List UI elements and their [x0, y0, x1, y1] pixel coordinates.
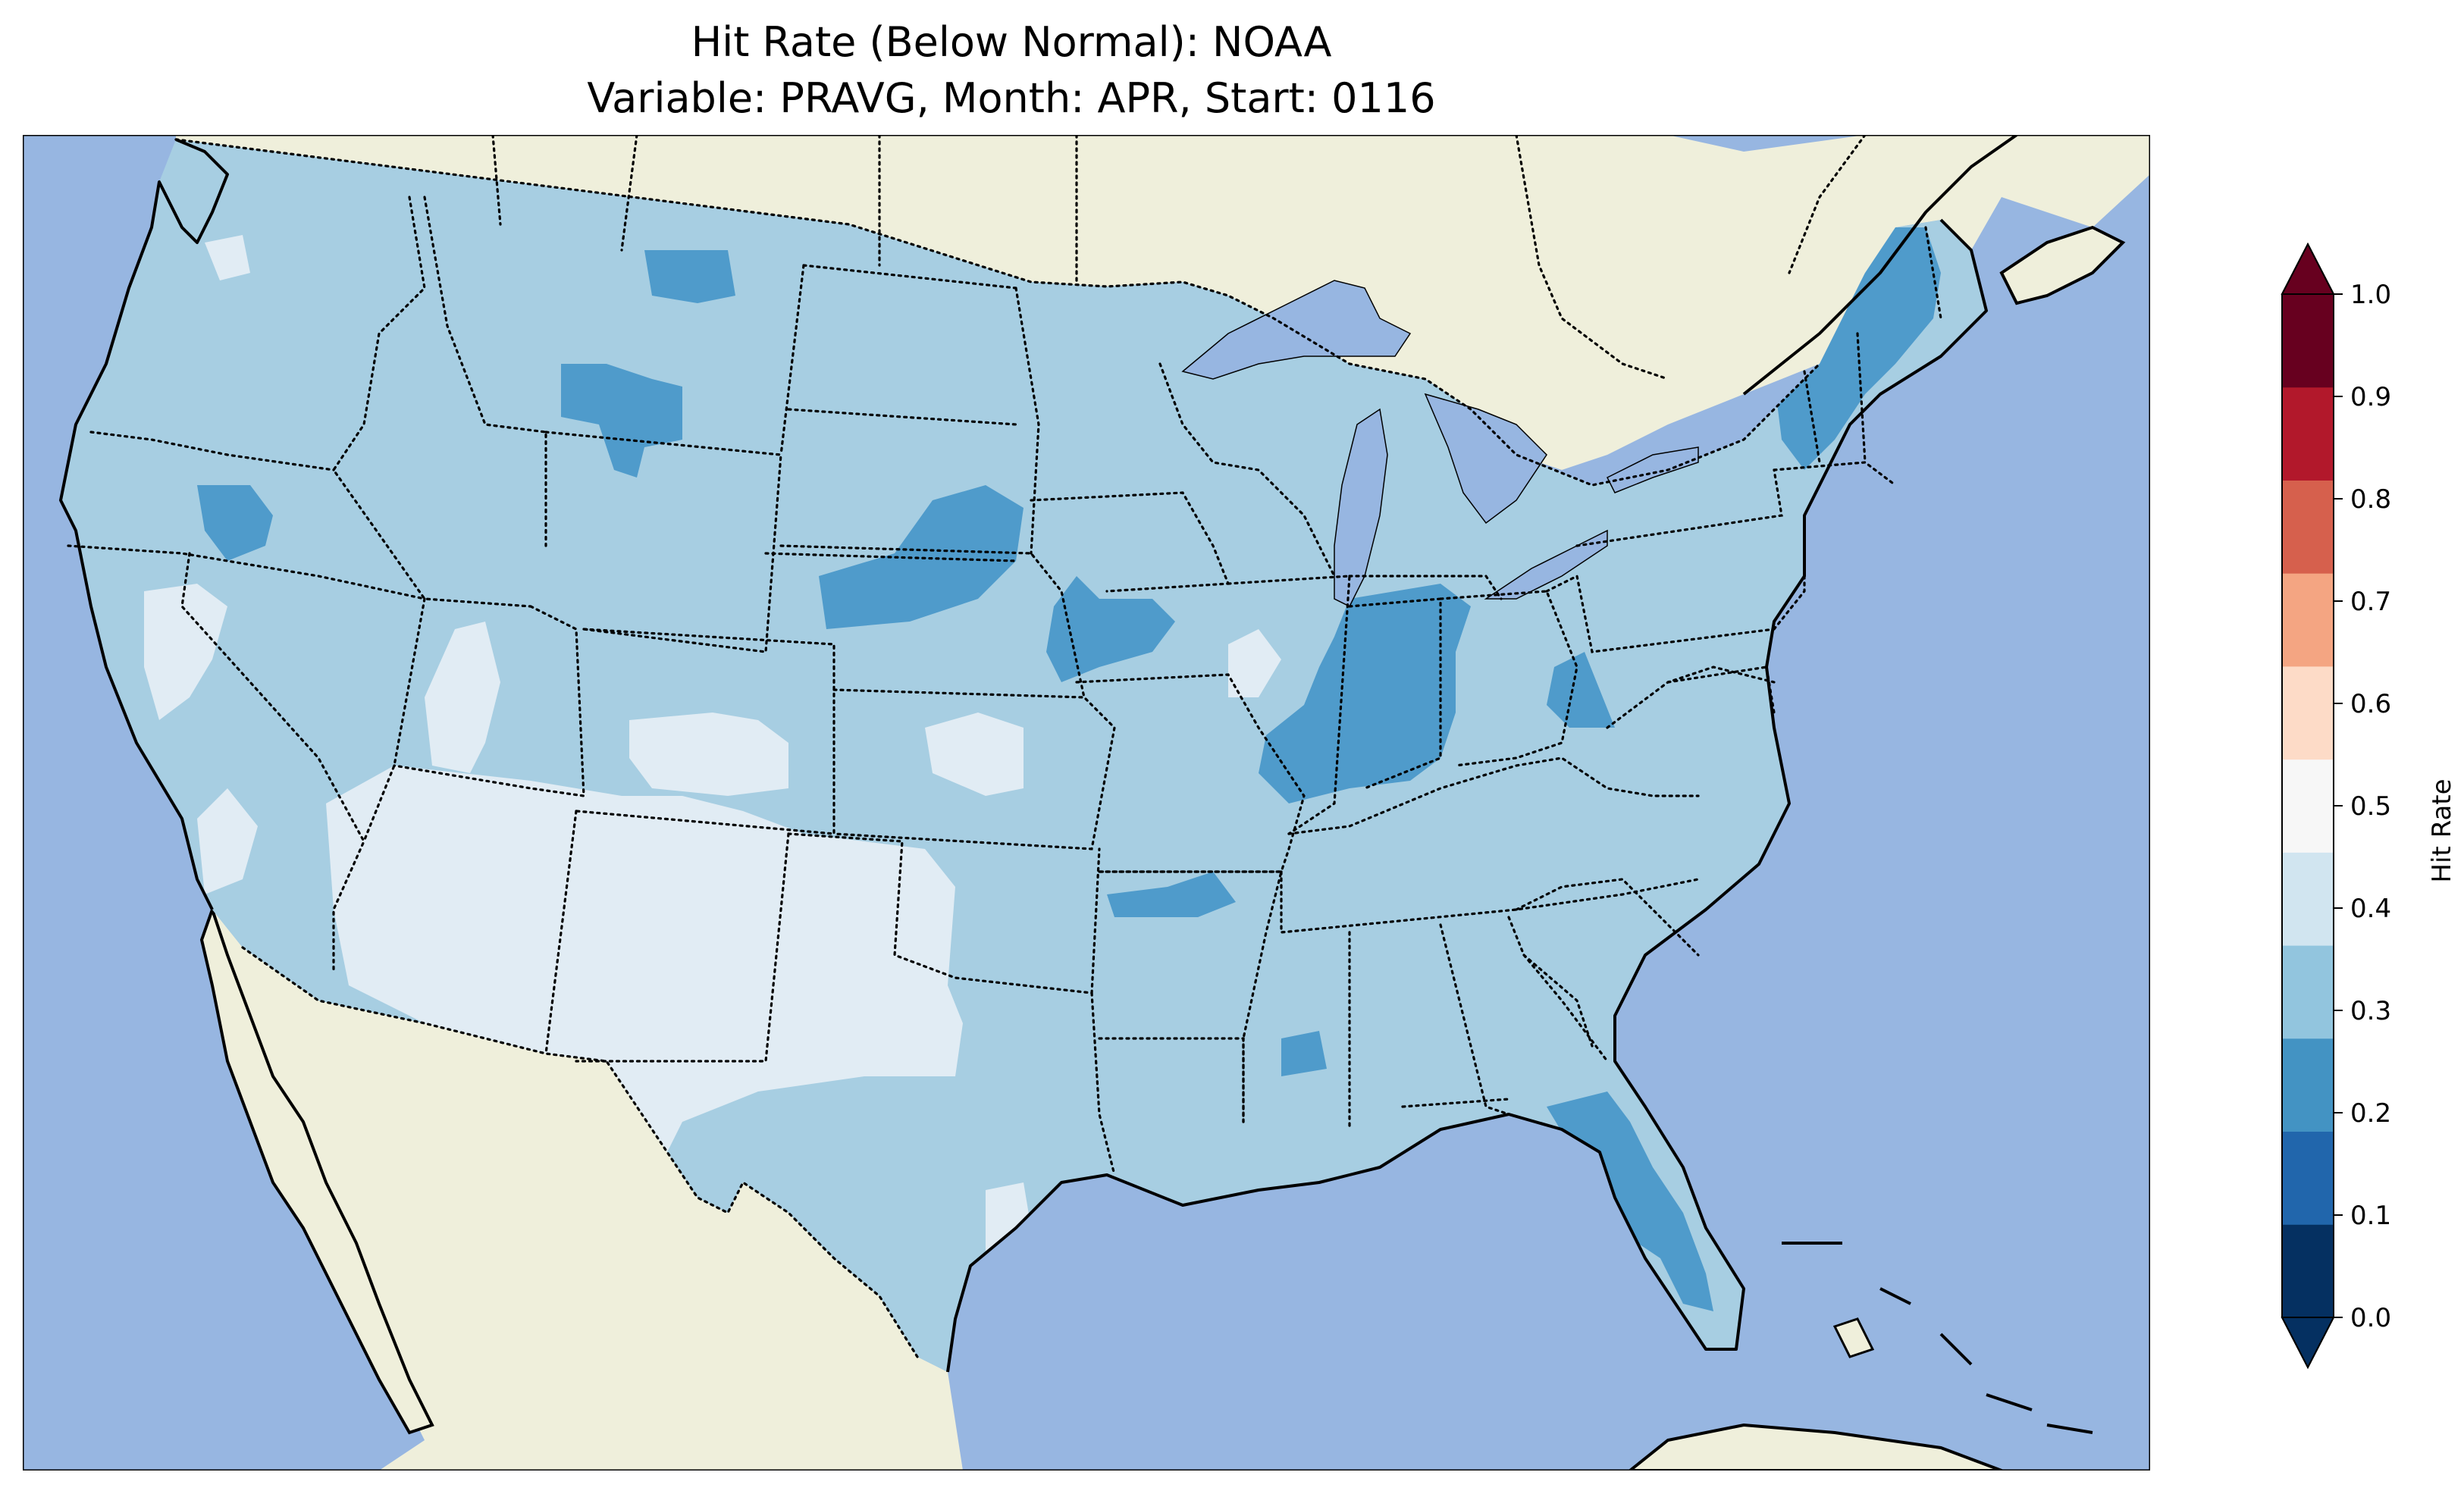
utah-class-0.4-0.5 — [425, 622, 500, 773]
west-virginia-class-0.2-0.3 — [1547, 652, 1615, 728]
colorbar-tick-label-6: 0.6 — [2350, 689, 2391, 719]
colorbar-segment-10 — [2282, 294, 2334, 388]
colorbar-tick-label-3: 0.3 — [2350, 996, 2391, 1026]
idaho-borders — [332, 196, 532, 608]
ok-tx-borders — [787, 832, 1101, 994]
ca-nv-border — [180, 552, 365, 972]
southwest-class-0.4-0.5 — [326, 766, 963, 1152]
baja-land — [199, 904, 434, 1435]
bahamas-coastline — [1782, 1242, 2093, 1434]
us-mexico-border — [241, 946, 919, 1358]
colorado-class-0.4-0.5 — [629, 713, 788, 796]
mississippi-class-0.2-0.3 — [1281, 1031, 1327, 1076]
colorbar-tick-label-2: 0.2 — [2350, 1098, 2391, 1129]
lake-michigan — [1334, 408, 1388, 608]
mt-id-border — [423, 196, 547, 547]
colorbar-tick-label-10: 1.0 — [2350, 280, 2391, 310]
map-panel — [23, 135, 2150, 1471]
illinois-class-0.4-0.5 — [1228, 629, 1281, 697]
nevada-class-0.4-0.5 — [144, 584, 227, 720]
colorbar-tick-label-8: 0.8 — [2350, 484, 2391, 515]
lake-superior — [1181, 280, 1412, 380]
title-line-2: Variable: PRAVG, Month: APR, Start: 0116 — [587, 74, 1435, 122]
kansas-class-0.4-0.5 — [925, 713, 1024, 796]
md-de-borders — [1666, 666, 1776, 714]
montana-class-0.2-0.3 — [561, 364, 682, 478]
colorbar-segment-3 — [2282, 945, 2334, 1039]
ut-borders — [393, 605, 585, 797]
colorbar: 0.0 0.1 0.2 0.3 0.4 0.5 0.6 0.7 0.8 0.9 1.0 — [2281, 242, 2391, 1370]
canada-land — [176, 135, 2150, 470]
colorbar-segment-7 — [2282, 573, 2334, 667]
colorbar-tick-label-5: 0.5 — [2350, 791, 2391, 822]
ks-ne-borders — [779, 544, 1116, 850]
us-canada-border — [174, 138, 1821, 487]
nm-borders — [544, 810, 790, 1063]
montana-north-class-0.2-0.3 — [644, 250, 735, 303]
colorbar-segment-1 — [2282, 1131, 2334, 1225]
oregon-class-0.2-0.3 — [197, 485, 273, 561]
mn-wi-ia-borders — [1014, 287, 1336, 593]
mt-nd-sd-border — [764, 264, 1017, 562]
lake-huron — [1424, 393, 1547, 525]
colorbar-segment-2 — [2282, 1038, 2334, 1132]
pa-ny-borders — [1545, 468, 1806, 653]
washington-class-0.4-0.5 — [205, 235, 250, 280]
colorbar-segment-8 — [2282, 480, 2334, 574]
ca-class-0.4-0.5 — [197, 788, 258, 894]
colorbar-tick-label-9: 0.9 — [2350, 382, 2391, 412]
nebraska-class-0.2-0.3 — [819, 485, 1024, 629]
colorbar-segment-9 — [2282, 387, 2334, 481]
iowa-class-0.2-0.3 — [1046, 576, 1175, 682]
colorbar-tick-label-4: 0.4 — [2350, 894, 2391, 924]
cuba-land — [1627, 1423, 2002, 1471]
colorbar-segment-6 — [2282, 666, 2334, 760]
wa-or-border — [89, 431, 335, 471]
il-in-oh-borders — [1227, 575, 1578, 835]
ms-al-ga-borders — [1242, 916, 1609, 1131]
indiana-class-0.2-0.3 — [1259, 584, 1471, 803]
us-gulf-coastline — [946, 218, 1988, 1373]
or-ca-nv-border — [67, 544, 426, 600]
bahamas-island — [1832, 1317, 1875, 1358]
va-nc-sc-borders — [1515, 666, 1776, 1048]
us-pacific-coastline — [59, 138, 229, 910]
lake-erie — [1484, 529, 1608, 600]
colorbar-extend-min — [2281, 1317, 2335, 1370]
mexico-land — [212, 910, 963, 1471]
new-england-borders — [1773, 226, 1942, 487]
colorbar-tick-label-0: 0.0 — [2350, 1303, 2391, 1333]
lake-ontario — [1606, 446, 1699, 493]
colorbar-tick-label-7: 0.7 — [2350, 587, 2391, 617]
title-line-1: Hit Rate (Below Normal): NOAA — [691, 18, 1332, 66]
colorbar-extend-max — [2281, 242, 2335, 295]
colorbar-segment-4 — [2282, 852, 2334, 946]
st-lawrence-coastline — [1742, 135, 2018, 396]
co-borders — [575, 628, 835, 835]
mi-borders — [1348, 575, 1503, 600]
colorbar-segment-0 — [2282, 1224, 2334, 1318]
colorbar-segment-5 — [2282, 759, 2334, 853]
nova-scotia-land — [1999, 225, 2126, 305]
colorbar-label: Hit Rate — [2427, 778, 2457, 882]
arkansas-class-0.2-0.3 — [1107, 872, 1236, 917]
colorbar-tick-label-1: 0.1 — [2350, 1201, 2391, 1231]
ar-borders — [1098, 870, 1284, 1040]
state-borders — [67, 135, 1942, 1358]
